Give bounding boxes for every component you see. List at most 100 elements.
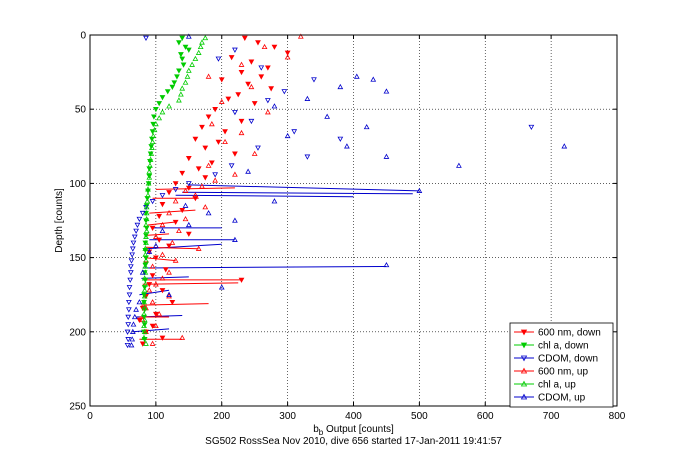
data-point <box>344 143 350 149</box>
data-point <box>141 314 147 320</box>
data-point <box>143 257 149 263</box>
data-point <box>141 287 148 293</box>
data-point <box>166 190 172 196</box>
y-tick-label: 250 <box>69 402 86 413</box>
data-line-segment <box>132 328 170 333</box>
data-point <box>141 275 148 281</box>
data-point <box>127 270 134 276</box>
data-point <box>245 168 251 174</box>
data-point <box>125 322 132 328</box>
data-point <box>146 168 153 174</box>
x-tick-label: 300 <box>279 411 296 422</box>
data-point <box>179 35 186 41</box>
data-point <box>205 210 212 216</box>
data-point <box>222 138 228 145</box>
data-point <box>125 307 132 313</box>
data-point <box>141 334 147 340</box>
data-point <box>180 62 187 68</box>
legend-marker <box>520 380 528 387</box>
data-point <box>152 121 159 127</box>
legend: 600 nm, down chl a, down CDOM, down 600 nm,… <box>509 322 614 408</box>
x-tick-label: 400 <box>345 411 362 422</box>
data-point <box>159 193 166 199</box>
legend-box <box>509 322 614 408</box>
data-point <box>152 281 159 287</box>
data-point <box>238 69 245 76</box>
data-point <box>238 277 245 283</box>
data-point <box>218 77 225 83</box>
data-point <box>202 34 209 41</box>
data-point <box>159 202 166 208</box>
data-point <box>215 56 222 62</box>
data-point <box>185 181 192 187</box>
data-point <box>128 258 135 264</box>
data-point <box>145 186 151 192</box>
data-point <box>152 311 159 318</box>
data-point <box>179 85 186 91</box>
data-point <box>178 52 184 58</box>
data-point <box>185 221 192 228</box>
data-point <box>162 267 169 273</box>
data-point <box>383 88 390 94</box>
data-point <box>284 132 291 139</box>
data-point <box>232 151 238 157</box>
x-axis-label: bb Output [counts] <box>313 424 394 437</box>
data-point <box>143 210 150 216</box>
data-point <box>192 136 199 142</box>
data-point <box>166 293 172 299</box>
data-point <box>238 129 245 136</box>
data-point <box>416 187 423 193</box>
x-tick-label: 100 <box>148 411 165 422</box>
data-point <box>150 132 157 139</box>
legend-marker <box>520 329 528 336</box>
data-point <box>127 277 134 283</box>
data-line-segment <box>182 191 413 195</box>
data-point <box>159 275 166 281</box>
data-point <box>149 136 155 142</box>
data-point <box>159 227 166 234</box>
data-point <box>176 40 182 46</box>
data-point <box>271 44 278 50</box>
data-point <box>235 92 242 98</box>
data-point <box>528 124 535 131</box>
data-point <box>353 73 360 79</box>
data-point <box>241 35 248 41</box>
data-point <box>238 118 245 125</box>
data-point <box>248 59 255 65</box>
chart-caption: SG502 RossSea Nov 2010, dive 656 started… <box>205 436 502 447</box>
data-point <box>232 236 238 242</box>
data-point <box>149 138 156 145</box>
data-point <box>208 160 215 166</box>
data-point <box>142 262 149 269</box>
x-tick-label: 600 <box>477 411 494 422</box>
data-point <box>172 219 179 226</box>
data-point <box>370 76 377 82</box>
data-point <box>139 269 146 275</box>
x-tick-label: 700 <box>543 411 560 422</box>
data-point <box>264 109 271 115</box>
data-point <box>324 113 331 119</box>
legend-marker <box>520 367 528 374</box>
data-point <box>251 150 258 156</box>
data-point <box>185 47 192 53</box>
data-point <box>195 245 202 251</box>
data-point <box>152 233 159 239</box>
data-point <box>297 33 304 39</box>
data-point <box>128 342 135 348</box>
data-point <box>248 118 255 125</box>
data-point <box>152 255 159 261</box>
data-point <box>182 215 189 222</box>
data-point <box>179 56 186 62</box>
legend-entry: chl a, down <box>538 341 589 352</box>
data-point <box>172 198 179 204</box>
data-point <box>337 136 344 142</box>
y-tick-label: 0 <box>80 31 86 42</box>
data-point <box>304 95 311 101</box>
data-point <box>179 207 186 214</box>
data-line-segment <box>143 257 176 262</box>
data-point <box>145 192 151 198</box>
data-point <box>179 334 186 340</box>
data-point <box>383 261 390 268</box>
data-point <box>143 221 149 228</box>
